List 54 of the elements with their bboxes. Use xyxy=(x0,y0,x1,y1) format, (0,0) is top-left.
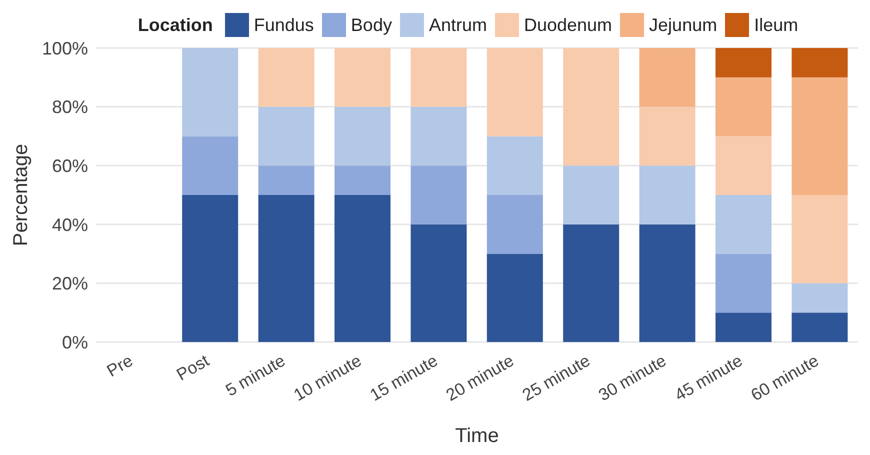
y-tick-label: 100% xyxy=(42,38,88,58)
bar xyxy=(410,166,467,224)
bar xyxy=(334,195,391,342)
legend-label: Duodenum xyxy=(524,14,612,36)
bar xyxy=(182,48,238,136)
bar xyxy=(258,106,314,166)
bar xyxy=(716,48,772,78)
x-axis-title: Time xyxy=(455,425,499,447)
bar xyxy=(792,312,848,342)
bar xyxy=(563,48,620,166)
bar xyxy=(334,166,391,195)
y-axis-title: Percentage xyxy=(10,144,32,246)
y-tick-label: 80% xyxy=(52,97,88,118)
bar xyxy=(334,48,391,107)
bar xyxy=(258,195,314,342)
legend-label: Jejunum xyxy=(649,14,718,36)
legend-label: Body xyxy=(350,14,392,36)
bar xyxy=(182,136,238,195)
legend-title: Location xyxy=(138,14,213,36)
bar xyxy=(792,77,848,195)
bar xyxy=(792,48,848,78)
bar xyxy=(716,312,772,342)
bar xyxy=(410,224,467,342)
bar xyxy=(410,48,467,107)
x-tick-label: Pre xyxy=(104,351,136,381)
bar xyxy=(639,166,696,224)
bar xyxy=(639,224,696,342)
bar xyxy=(182,195,238,342)
bar xyxy=(792,195,848,284)
bar xyxy=(716,195,772,254)
bar xyxy=(486,254,543,342)
legend-label: Antrum xyxy=(428,14,487,36)
y-tick-label: 40% xyxy=(52,214,88,235)
bar xyxy=(639,48,696,107)
y-tick-label: 60% xyxy=(52,156,88,176)
bar xyxy=(486,136,543,195)
legend-label: Fundus xyxy=(254,14,314,36)
x-tick-label: Post xyxy=(173,350,213,384)
bar xyxy=(716,77,772,136)
bar xyxy=(486,195,543,254)
y-tick-label: 20% xyxy=(52,274,88,294)
bar xyxy=(258,166,314,195)
bar xyxy=(716,136,772,195)
bar xyxy=(563,224,620,342)
legend-label: Ileum xyxy=(754,14,798,36)
bar xyxy=(563,166,620,224)
bar xyxy=(716,254,772,313)
y-tick-label: 0% xyxy=(62,332,88,352)
bar xyxy=(410,106,467,166)
bar xyxy=(334,106,391,166)
bar xyxy=(792,283,848,313)
bar xyxy=(639,106,696,166)
bar xyxy=(258,48,314,107)
bar xyxy=(486,48,543,136)
